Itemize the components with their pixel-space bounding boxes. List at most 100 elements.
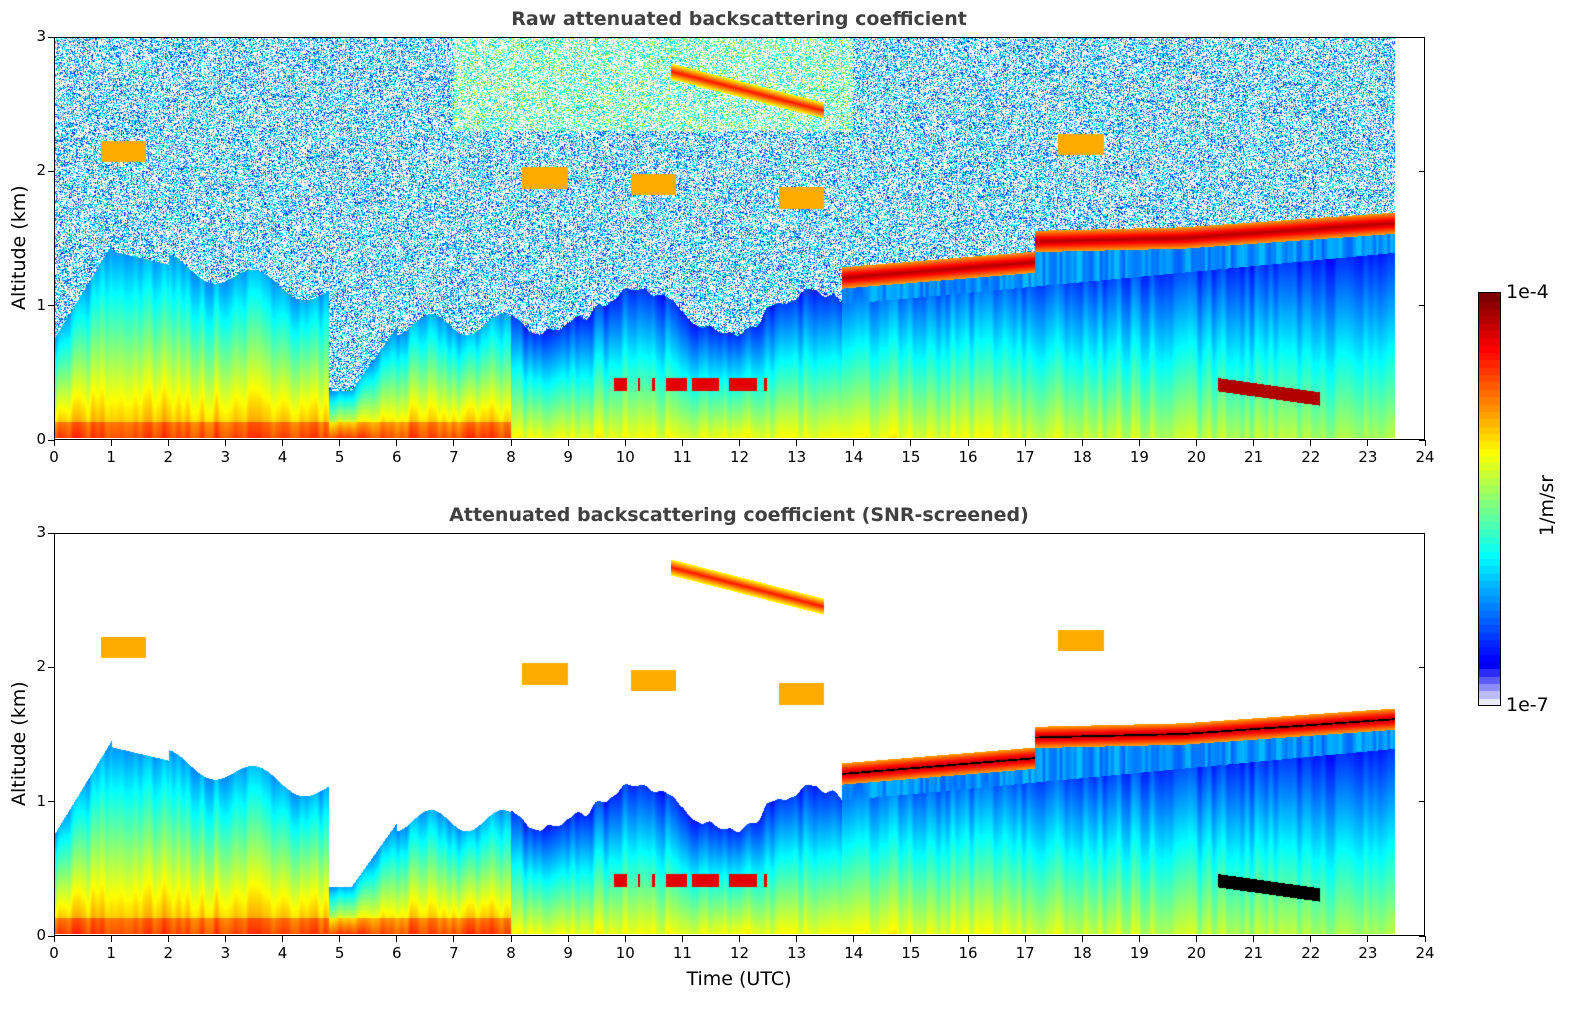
x-tick-label: 20 (1186, 944, 1207, 962)
x-tick-label: 24 (1415, 448, 1435, 466)
x-tick-label: 11 (672, 448, 692, 466)
colorbar-unit-label: 1/m/sr (1536, 474, 1558, 536)
x-tick-label: 4 (277, 448, 288, 466)
y-tick-label: 1 (36, 295, 46, 314)
x-tick-label: 7 (449, 448, 459, 466)
x-tick-mark (796, 440, 798, 446)
x-tick-mark (110, 440, 112, 446)
x-tick-label: 13 (787, 448, 807, 466)
x-tick-label: 21 (1244, 448, 1264, 466)
x-tick-mark (1310, 440, 1312, 446)
x-tick-label: 23 (1358, 448, 1378, 466)
x-tick-mark (1367, 936, 1369, 942)
y-tick-mark (1419, 36, 1425, 38)
x-tick-mark (681, 440, 683, 446)
x-tick-mark (339, 440, 341, 446)
x-tick-mark (739, 936, 740, 942)
x-tick-mark (167, 440, 169, 446)
y-tick-mark (1419, 439, 1425, 441)
x-tick-mark (796, 936, 798, 942)
x-tick-mark (1196, 440, 1197, 446)
x-tick-mark (282, 936, 283, 942)
x-tick-mark (510, 440, 512, 446)
colorbar-gradient (1479, 293, 1500, 705)
x-tick-mark (967, 440, 969, 446)
top-heatmap-canvas (55, 38, 1423, 438)
x-tick-label: 9 (563, 448, 573, 466)
x-tick-mark (453, 440, 455, 446)
x-tick-label: 18 (1072, 448, 1092, 466)
x-tick-mark (339, 936, 341, 942)
x-tick-label: 1 (106, 944, 116, 962)
x-tick-label: 24 (1415, 944, 1435, 962)
y-tick-mark (1419, 170, 1425, 172)
x-tick-label: 18 (1072, 944, 1092, 962)
y-tick-label: 2 (36, 161, 46, 180)
x-tick-mark (1138, 936, 1140, 942)
y-tick-mark (48, 439, 54, 441)
x-axis-label: Time (UTC) (686, 968, 792, 990)
x-tick-mark (53, 936, 55, 942)
x-tick-label: 4 (277, 944, 288, 962)
x-tick-label: 3 (220, 944, 231, 962)
x-tick-mark (967, 936, 969, 942)
x-tick-mark (567, 936, 569, 942)
colorbar-min-label: 1e-7 (1506, 694, 1549, 716)
y-tick-mark (1419, 935, 1425, 937)
x-tick-label: 16 (958, 944, 978, 962)
x-tick-mark (1196, 936, 1197, 942)
x-tick-label: 10 (615, 944, 635, 962)
x-tick-mark (224, 936, 226, 942)
colorbar (1478, 292, 1501, 706)
y-tick-mark (48, 935, 54, 937)
x-tick-label: 13 (787, 944, 807, 962)
y-tick-mark (1419, 666, 1425, 668)
x-tick-mark (53, 440, 55, 446)
x-tick-mark (739, 440, 740, 446)
x-tick-label: 22 (1301, 448, 1321, 466)
colorbar-max-label: 1e-4 (1506, 281, 1549, 303)
x-tick-label: 0 (49, 448, 59, 466)
x-tick-label: 0 (49, 944, 59, 962)
x-tick-label: 20 (1186, 448, 1207, 466)
y-tick-label: 0 (36, 430, 46, 448)
x-tick-mark (910, 936, 912, 942)
x-tick-mark (110, 936, 112, 942)
y-tick-mark (48, 36, 54, 38)
y-tick-mark (1419, 305, 1425, 307)
x-tick-label: 6 (391, 944, 402, 962)
top-y-axis-label: Altitude (km) (8, 185, 30, 310)
top-heatmap-panel (54, 37, 1425, 440)
x-tick-mark (1253, 440, 1255, 446)
x-tick-mark (282, 440, 283, 446)
y-tick-mark (1419, 532, 1425, 534)
x-tick-mark (910, 440, 912, 446)
x-tick-label: 21 (1244, 944, 1264, 962)
bottom-heatmap-panel (54, 533, 1425, 936)
x-tick-mark (1081, 936, 1083, 942)
bottom-chart-title: Attenuated backscattering coefficient (S… (449, 504, 1029, 526)
x-tick-label: 7 (449, 944, 459, 962)
x-tick-mark (1424, 440, 1426, 446)
x-tick-label: 23 (1358, 944, 1378, 962)
x-tick-mark (1424, 936, 1426, 942)
y-tick-mark (48, 801, 54, 803)
x-tick-label: 11 (672, 944, 692, 962)
top-chart-title: Raw attenuated backscattering coefficien… (511, 8, 967, 30)
x-tick-mark (624, 440, 626, 446)
x-tick-label: 15 (901, 448, 921, 466)
x-tick-mark (224, 440, 226, 446)
x-tick-label: 5 (334, 448, 345, 466)
x-tick-label: 9 (563, 944, 573, 962)
bottom-y-axis-label: Altitude (km) (8, 681, 30, 806)
y-tick-label: 3 (36, 523, 46, 541)
x-tick-mark (1138, 440, 1140, 446)
x-tick-mark (567, 440, 569, 446)
x-tick-label: 19 (1129, 944, 1149, 962)
y-tick-mark (48, 305, 54, 307)
x-tick-label: 12 (729, 944, 750, 962)
x-tick-label: 3 (220, 448, 231, 466)
x-tick-mark (510, 936, 512, 942)
x-tick-label: 16 (958, 448, 978, 466)
x-tick-mark (1024, 936, 1026, 942)
